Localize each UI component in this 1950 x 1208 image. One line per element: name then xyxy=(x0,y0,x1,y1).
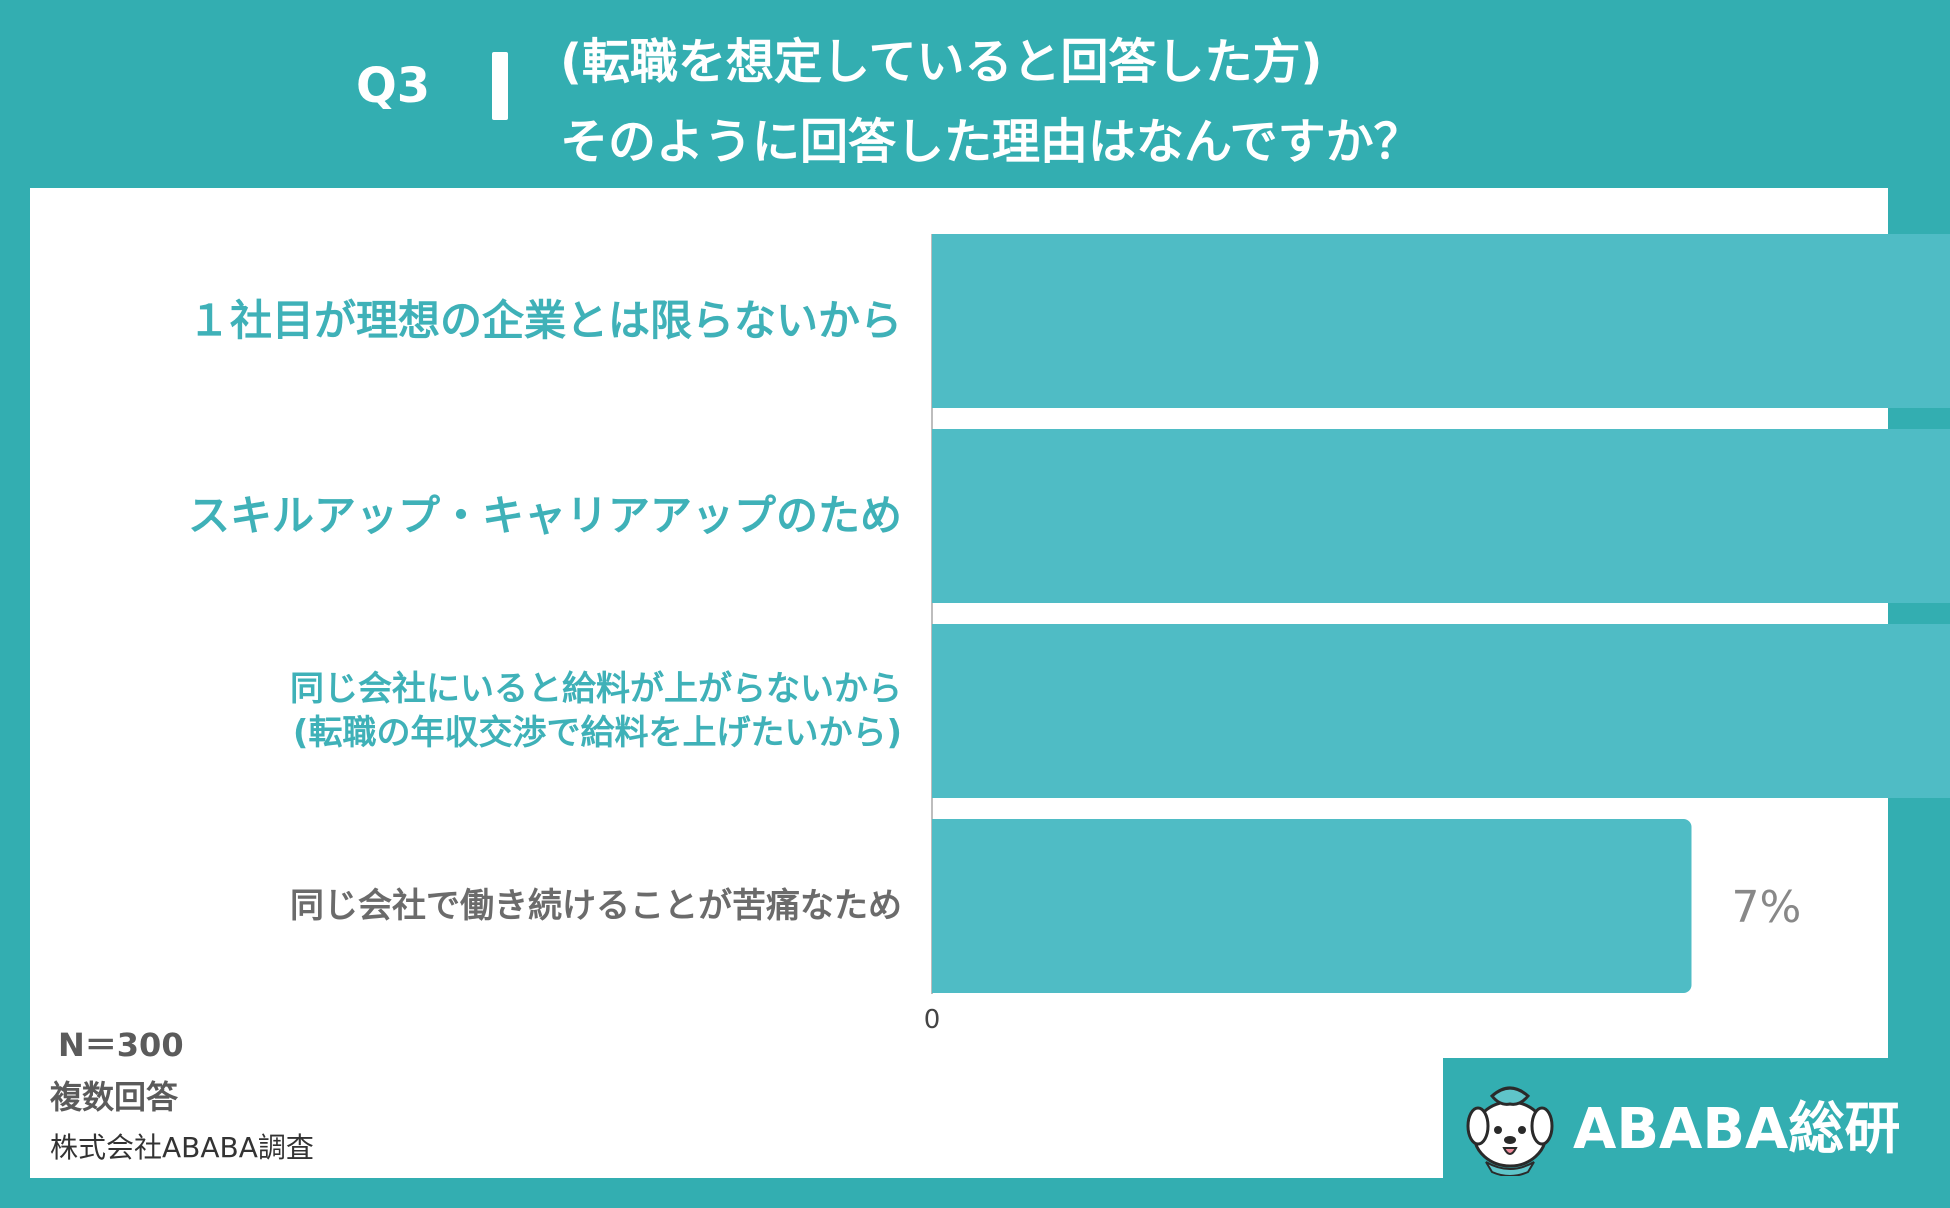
category-label-line: 同じ会社で働き続けることが苦痛なため xyxy=(290,885,902,926)
question-title: (転職を想定していると回答した方) そのように回答した理由はなんですか？ xyxy=(560,22,1422,182)
bar-1 xyxy=(932,429,1950,603)
bar-square-edge-1 xyxy=(932,429,944,603)
category-label-1: スキルアップ・キャリアアップのため xyxy=(52,489,902,544)
question-title-line1: (転職を想定していると回答した方) xyxy=(560,34,1323,90)
category-label-line: スキルアップ・キャリアアップのため xyxy=(187,490,902,540)
bar-square-edge-0 xyxy=(932,234,944,408)
question-title-line2: そのように回答した理由はなんですか？ xyxy=(560,114,1422,170)
question-number: Q3 xyxy=(356,58,431,114)
category-label-0: １社目が理想の企業とは限らないから xyxy=(52,294,902,349)
bar-square-edge-2 xyxy=(932,624,944,798)
brand-name: ABABA総研 xyxy=(1573,1097,1901,1162)
survey-source: 株式会社ABABA調査 xyxy=(50,1131,314,1164)
multiple-answer-note: 複数回答 xyxy=(50,1078,179,1116)
question-divider xyxy=(492,52,508,120)
category-label-line: (転職の年収交渉で給料を上げたいから) xyxy=(292,713,902,753)
bar-0 xyxy=(932,234,1950,408)
bar-3 xyxy=(932,819,1692,993)
sample-size: N＝300 xyxy=(58,1026,184,1064)
header: Q3 (転職を想定していると回答した方) そのように回答した理由はなんですか？ xyxy=(0,0,1950,188)
category-label-line: １社目が理想の企業とは限らないから xyxy=(187,295,902,345)
dog-mascot-icon xyxy=(1466,1086,1554,1176)
bar-square-edge-3 xyxy=(932,819,944,993)
category-label-3: 同じ会社で働き続けることが苦痛なため xyxy=(52,884,902,928)
x-tick-label: 0 xyxy=(924,1005,941,1035)
category-label-line: 同じ会社にいると給料が上がらないから xyxy=(290,668,902,709)
bar-2 xyxy=(932,624,1950,798)
category-label-2: 同じ会社にいると給料が上がらないから (転職の年収交渉で給料を上げたいから) xyxy=(52,667,902,755)
value-label-3: 7% xyxy=(1732,882,1802,933)
